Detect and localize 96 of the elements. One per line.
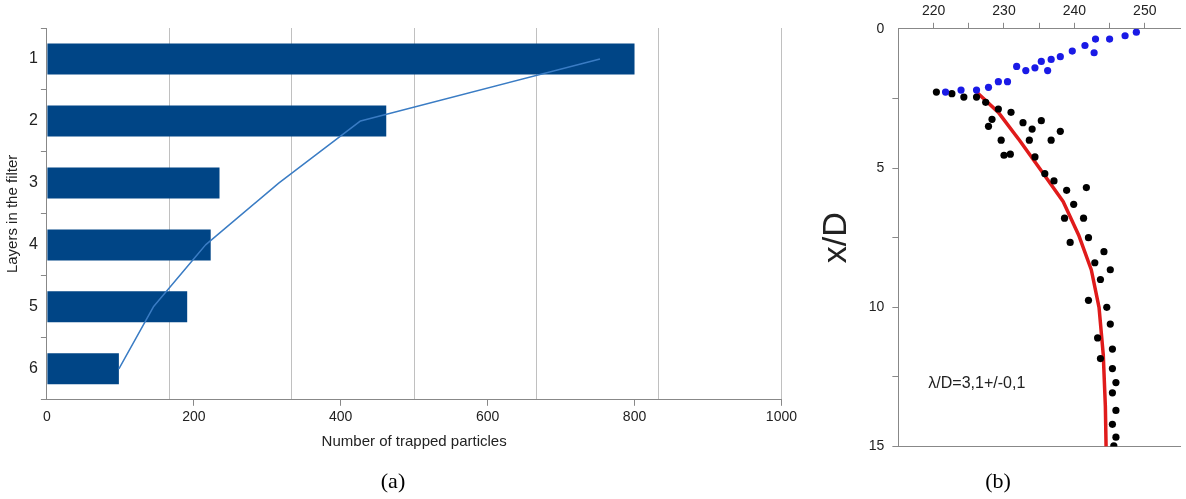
point — [1103, 303, 1111, 311]
y-tick-label: 10 — [868, 298, 885, 315]
point — [932, 88, 940, 96]
point — [1108, 365, 1117, 373]
point — [972, 93, 981, 101]
x-tick-label: 200 — [182, 408, 206, 425]
point — [1106, 320, 1114, 328]
point — [1031, 64, 1039, 72]
point — [1106, 266, 1114, 274]
point — [994, 105, 1002, 113]
point — [1003, 78, 1012, 86]
annotation: λ/D=3,1+/-0,1 — [928, 374, 1026, 392]
point — [1056, 53, 1064, 61]
point — [1063, 186, 1071, 194]
point — [1044, 66, 1052, 75]
point — [1121, 32, 1129, 40]
x-tick-label: 220 — [921, 2, 946, 19]
y-tick-label: 3 — [28, 173, 38, 191]
point — [957, 86, 965, 94]
bar — [47, 105, 387, 137]
point — [1022, 66, 1030, 75]
text: (a) — [380, 467, 406, 493]
point — [1056, 127, 1064, 135]
point — [1096, 275, 1105, 284]
point — [960, 93, 968, 101]
point — [1082, 183, 1090, 192]
y-tick-label: 5 — [876, 158, 885, 175]
point — [1007, 108, 1015, 116]
y-tick-label: 1 — [28, 49, 38, 67]
y-tick-label: 5 — [28, 297, 38, 315]
point — [1068, 47, 1076, 55]
point — [1066, 238, 1074, 247]
point — [1108, 420, 1117, 428]
bar — [47, 167, 220, 199]
point — [1100, 248, 1108, 256]
x-tick-label: 250 — [1133, 2, 1157, 19]
point — [1094, 334, 1102, 342]
point — [1025, 136, 1033, 144]
x-tick-label: 0 — [43, 408, 51, 425]
point — [1084, 296, 1093, 304]
point — [1060, 214, 1069, 222]
point — [982, 98, 990, 106]
point — [1070, 200, 1078, 208]
point — [1031, 153, 1039, 161]
point — [1112, 378, 1120, 387]
y-axis-title: Layers in the filter — [3, 154, 21, 274]
bar — [47, 353, 119, 385]
y-tick-label: 15 — [868, 437, 885, 454]
y-tick-label: 4 — [28, 235, 38, 253]
point — [972, 86, 981, 94]
point — [1041, 170, 1049, 178]
point — [1108, 345, 1117, 353]
x-tick-label: 600 — [475, 408, 500, 425]
x-tick-label: 240 — [1062, 2, 1087, 19]
point — [997, 136, 1005, 144]
point — [1090, 49, 1098, 57]
point — [1091, 35, 1100, 43]
point — [1079, 214, 1088, 222]
x-tick-label: 1000 — [765, 408, 798, 425]
point — [1037, 117, 1045, 125]
point — [1047, 136, 1055, 144]
point — [1047, 55, 1055, 64]
point — [1091, 259, 1099, 267]
y-tick-label: 0 — [876, 19, 885, 36]
point — [1112, 433, 1120, 441]
point — [1037, 57, 1045, 65]
y-axis-title: x/D — [814, 212, 853, 264]
point — [1105, 35, 1114, 43]
point — [1084, 234, 1093, 242]
point — [984, 122, 993, 130]
point — [1112, 406, 1120, 414]
point — [1013, 62, 1021, 70]
point — [1050, 177, 1058, 185]
y-tick-label: 6 — [28, 359, 38, 377]
bar — [47, 291, 188, 323]
bar — [47, 229, 211, 261]
point — [1132, 28, 1140, 36]
x-tick-label: 400 — [329, 408, 353, 425]
point — [1006, 150, 1014, 158]
point — [941, 88, 950, 96]
x-axis-title: Number of trapped particles — [321, 431, 507, 449]
y-tick-label: 2 — [28, 111, 38, 129]
point — [994, 78, 1002, 86]
point — [1028, 125, 1036, 133]
point — [948, 90, 956, 98]
point — [1081, 41, 1089, 50]
point — [1019, 119, 1027, 127]
x-tick-label: 230 — [992, 2, 1016, 19]
point — [984, 83, 993, 91]
point — [1096, 354, 1105, 363]
text: (b) — [985, 467, 1011, 493]
point — [1108, 389, 1117, 397]
point — [1000, 151, 1008, 159]
bar — [47, 43, 635, 75]
x-tick-label: 800 — [622, 408, 647, 425]
point — [988, 115, 996, 123]
